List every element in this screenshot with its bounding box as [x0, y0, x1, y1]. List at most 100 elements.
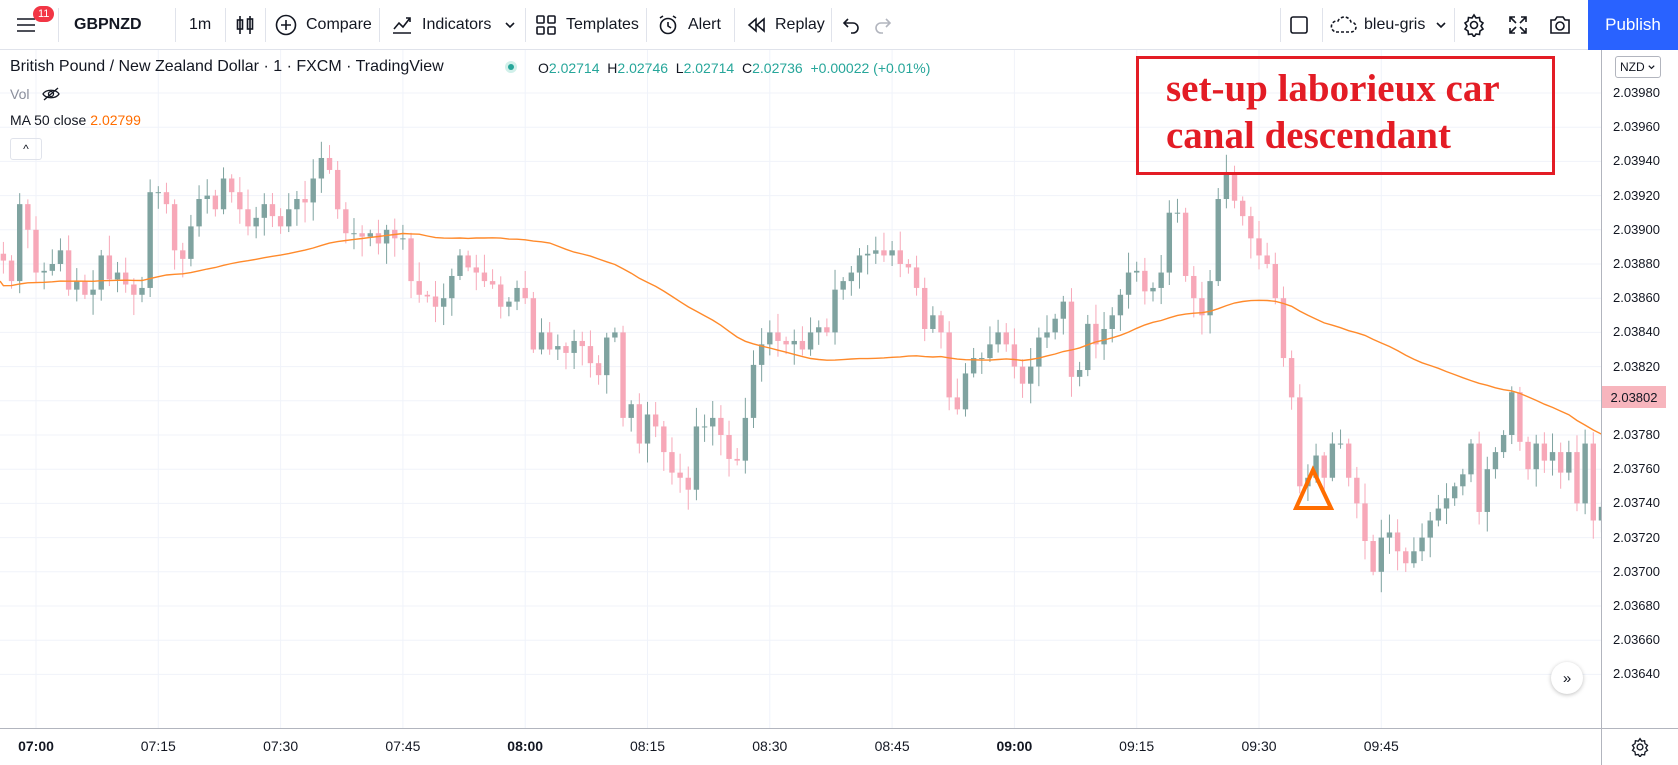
chevron-up-icon: ^ — [23, 142, 29, 156]
candle-body-down — [228, 178, 235, 193]
time-axis[interactable]: 07:00 07:15 07:30 07:45 08:00 08:15 08:30 08:45… — [0, 728, 1601, 765]
candle-body-down — [1068, 301, 1075, 377]
compare-label: Compare — [306, 16, 372, 33]
menu-button[interactable] — [14, 0, 38, 50]
candle — [1435, 494, 1442, 527]
candle — [498, 276, 504, 319]
candle-body-up — [1443, 498, 1450, 509]
candle — [1403, 547, 1409, 572]
candle-body-up — [318, 157, 325, 179]
candle — [1117, 289, 1124, 331]
candle — [832, 269, 838, 345]
candle-body-down — [1093, 323, 1099, 345]
annotation-textbox[interactable]: set-up laborieux car canal descendant — [1136, 56, 1555, 175]
grid-lines — [0, 50, 1601, 728]
candle — [1207, 269, 1213, 334]
candle-body-down — [131, 284, 137, 295]
candle-body-up — [147, 192, 153, 288]
candle-body-up — [889, 250, 895, 256]
alert-button[interactable]: Alert — [656, 0, 721, 50]
price-tick-label: 2.03940 — [1613, 153, 1660, 169]
candle — [799, 326, 806, 356]
candle-body-down — [522, 287, 528, 299]
chart-pane[interactable] — [0, 50, 1601, 728]
candle-body-down — [661, 426, 667, 453]
chart-type-button[interactable] — [233, 0, 257, 50]
candle — [897, 231, 903, 278]
price-axis[interactable]: NZD 2.03980 2.03960 2.03940 2.03920 2.03900 2… — [1601, 50, 1678, 728]
save-layout-button[interactable]: bleu-gris — [1328, 0, 1425, 50]
time-tick-label: 09:45 — [1363, 738, 1399, 754]
layout-select-button[interactable] — [1288, 0, 1310, 50]
axis-settings-button[interactable] — [1601, 728, 1678, 765]
candle-body-up — [832, 289, 838, 333]
indicators-button[interactable]: Indicators — [390, 0, 491, 50]
candle-body-down — [481, 272, 488, 282]
candle-body-down — [1525, 441, 1531, 470]
candle-body-down — [579, 340, 585, 347]
candle-body-up — [807, 332, 814, 350]
indicators-dropdown[interactable] — [504, 0, 516, 50]
candle-body-down — [1239, 200, 1246, 217]
candle — [1223, 154, 1230, 209]
price-tick-label: 2.03760 — [1613, 461, 1660, 477]
toolbar-divider — [1454, 8, 1455, 42]
candle-body-up — [155, 192, 161, 194]
candle-body-down — [1003, 332, 1009, 345]
candle-body-up — [1509, 392, 1515, 435]
volume-legend[interactable]: Vol — [10, 86, 61, 102]
candle-body-down — [799, 340, 806, 350]
candle-body-down — [424, 294, 431, 297]
toolbar-divider — [734, 8, 735, 42]
price-tick-label: 2.03860 — [1613, 290, 1660, 306]
candle-body-up — [930, 315, 936, 329]
candle-body-down — [277, 216, 284, 227]
candle — [1451, 482, 1458, 506]
publish-button[interactable]: Publish — [1588, 0, 1678, 50]
candle-body-up — [1582, 443, 1588, 504]
candle-body-down — [1557, 452, 1564, 473]
chevron-down-icon — [1648, 64, 1655, 69]
ma-legend[interactable]: MA 50 close 2.02799 — [10, 112, 141, 128]
candle — [873, 236, 879, 264]
candle — [220, 167, 227, 215]
collapse-legend-button[interactable]: ^ — [10, 138, 42, 160]
scroll-to-realtime-button[interactable]: » — [1551, 662, 1583, 694]
ma-value: 2.02799 — [90, 112, 141, 128]
candle-body-up — [506, 301, 512, 307]
candle-body-down — [946, 332, 952, 398]
interval-button[interactable]: 1m — [189, 16, 212, 33]
snapshot-button[interactable] — [1548, 0, 1572, 50]
candle — [481, 254, 488, 288]
candle — [1150, 282, 1156, 302]
candle — [718, 405, 724, 456]
symbol-search-button[interactable]: GBPNZD — [74, 16, 142, 33]
candle — [1264, 242, 1270, 269]
open-key: O — [538, 60, 549, 76]
compare-button[interactable]: Compare — [274, 0, 372, 50]
price-tick-label: 2.03880 — [1613, 256, 1660, 271]
candle — [1036, 327, 1042, 387]
currency-selector[interactable]: NZD — [1615, 56, 1661, 78]
fullscreen-button[interactable] — [1507, 0, 1529, 50]
candle — [33, 216, 39, 283]
settings-button[interactable] — [1462, 0, 1486, 50]
triangle-drawing[interactable] — [1292, 465, 1335, 510]
toolbar-divider — [1280, 8, 1281, 42]
eye-hidden-icon[interactable] — [41, 87, 61, 101]
candle — [1525, 436, 1531, 480]
templates-button[interactable]: Templates — [535, 0, 639, 50]
candle-body-up — [1134, 270, 1140, 273]
redo-button[interactable] — [873, 0, 893, 50]
replay-button[interactable]: Replay — [745, 0, 825, 50]
candle — [245, 189, 251, 236]
time-tick-label: 07:15 — [140, 738, 176, 754]
undo-button[interactable] — [841, 0, 861, 50]
candle — [457, 249, 463, 281]
candle-body-up — [816, 327, 822, 333]
time-tick-label: 09:30 — [1241, 738, 1277, 754]
layout-dropdown[interactable] — [1435, 0, 1447, 50]
candle — [432, 280, 439, 323]
candle-body-up — [367, 233, 373, 237]
candle — [628, 400, 634, 432]
